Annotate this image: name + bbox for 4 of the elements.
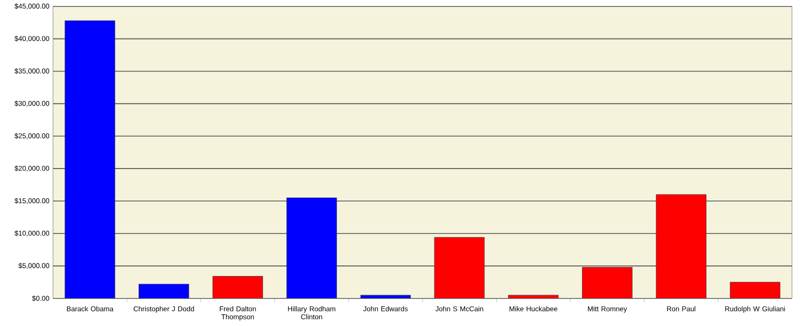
bar xyxy=(64,20,116,298)
bar xyxy=(656,194,706,298)
bar xyxy=(434,236,485,298)
bar xyxy=(212,276,263,298)
